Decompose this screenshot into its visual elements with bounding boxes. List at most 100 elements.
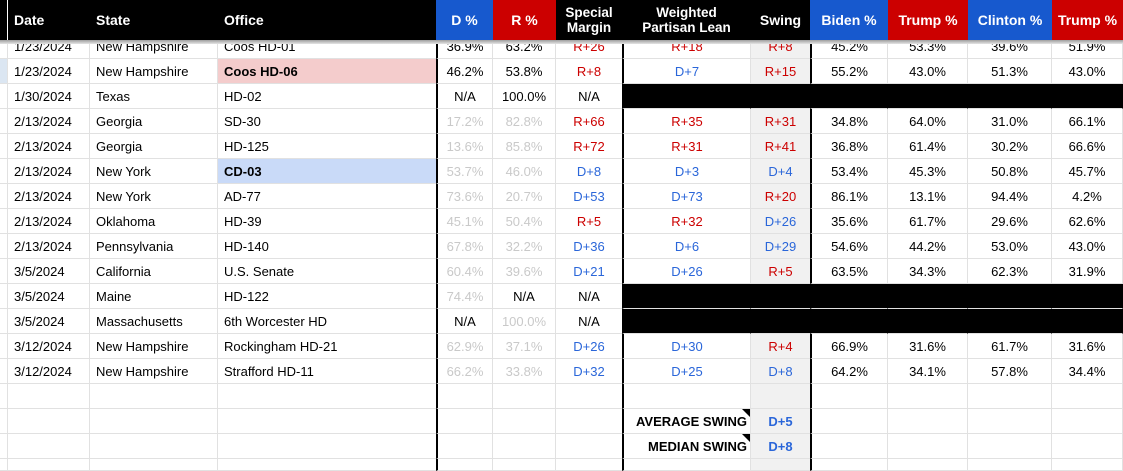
cell-trump2020-pct[interactable]: 13.1%: [888, 184, 968, 209]
cell-trump2016-pct[interactable]: [1052, 309, 1123, 334]
cell-r-pct[interactable]: 50.4%: [493, 209, 556, 234]
cell-trump2020-pct[interactable]: [888, 409, 968, 434]
cell-d-pct[interactable]: 66.2%: [436, 359, 493, 384]
header-cell-swing[interactable]: Swing: [751, 0, 810, 40]
cell-d-pct[interactable]: 45.1%: [436, 209, 493, 234]
cell-clinton-pct[interactable]: [968, 309, 1052, 334]
cell-biden-pct[interactable]: 63.5%: [810, 259, 888, 284]
cell-d-pct[interactable]: 67.8%: [436, 234, 493, 259]
cell-trump2016-pct[interactable]: [1052, 284, 1123, 309]
cell-biden-pct[interactable]: [810, 384, 888, 409]
cell-trump2020-pct[interactable]: 31.6%: [888, 334, 968, 359]
cell-r-pct[interactable]: 63.2%: [493, 44, 556, 59]
cell-trump2020-pct[interactable]: [888, 384, 968, 409]
cell-clinton-pct[interactable]: [968, 384, 1052, 409]
cell-clinton-pct[interactable]: 50.8%: [968, 159, 1052, 184]
header-cell-clinton-pct[interactable]: Clinton %: [968, 0, 1052, 40]
cell-special-margin[interactable]: R+5: [556, 209, 622, 234]
note-marker-icon[interactable]: [742, 409, 750, 417]
cell-partisan-lean[interactable]: D+6: [622, 234, 751, 259]
cell-state[interactable]: Texas: [90, 84, 218, 109]
cell-office[interactable]: CD-03: [218, 159, 436, 184]
cell-trump2016-pct[interactable]: 51.9%: [1052, 44, 1123, 59]
cell-swing[interactable]: R+31: [751, 109, 810, 134]
header-cell-d-pct[interactable]: D %: [436, 0, 493, 40]
header-cell-office[interactable]: Office: [218, 0, 436, 40]
cell-trump2020-pct[interactable]: [888, 84, 968, 109]
cell-partisan-lean[interactable]: [622, 459, 751, 471]
cell-r-pct[interactable]: 39.6%: [493, 259, 556, 284]
cell-biden-pct[interactable]: [810, 284, 888, 309]
row-margin-cell[interactable]: [0, 44, 8, 59]
cell-r-pct[interactable]: [493, 434, 556, 459]
cell-trump2016-pct[interactable]: 66.6%: [1052, 134, 1123, 159]
cell-biden-pct[interactable]: 36.8%: [810, 134, 888, 159]
cell-trump2020-pct[interactable]: 64.0%: [888, 109, 968, 134]
cell-special-margin[interactable]: R+8: [556, 59, 622, 84]
cell-partisan-lean[interactable]: D+3: [622, 159, 751, 184]
cell-special-margin[interactable]: [556, 434, 622, 459]
row-margin-cell[interactable]: [0, 284, 8, 309]
cell-state[interactable]: New Hampshire: [90, 334, 218, 359]
cell-biden-pct[interactable]: [810, 434, 888, 459]
cell-date[interactable]: 1/23/2024: [8, 59, 90, 84]
cell-biden-pct[interactable]: [810, 459, 888, 471]
cell-partisan-lean[interactable]: R+18: [622, 44, 751, 59]
cell-special-margin[interactable]: [556, 384, 622, 409]
row-margin-cell[interactable]: [0, 359, 8, 384]
cell-office[interactable]: Coos HD-01: [218, 44, 436, 59]
cell-date[interactable]: [8, 459, 90, 471]
cell-special-margin[interactable]: R+26: [556, 44, 622, 59]
cell-r-pct[interactable]: 33.8%: [493, 359, 556, 384]
cell-office[interactable]: AD-77: [218, 184, 436, 209]
cell-special-margin[interactable]: D+36: [556, 234, 622, 259]
row-margin-cell[interactable]: [0, 184, 8, 209]
cell-d-pct[interactable]: 62.9%: [436, 334, 493, 359]
row-margin-cell[interactable]: [0, 109, 8, 134]
cell-trump2016-pct[interactable]: 45.7%: [1052, 159, 1123, 184]
cell-biden-pct[interactable]: 55.2%: [810, 59, 888, 84]
cell-biden-pct[interactable]: 54.6%: [810, 234, 888, 259]
cell-swing[interactable]: R+15: [751, 59, 810, 84]
cell-special-margin[interactable]: D+21: [556, 259, 622, 284]
cell-swing[interactable]: [751, 384, 810, 409]
cell-d-pct[interactable]: 73.6%: [436, 184, 493, 209]
cell-clinton-pct[interactable]: 57.8%: [968, 359, 1052, 384]
cell-state[interactable]: Massachusetts: [90, 309, 218, 334]
cell-state[interactable]: Pennsylvania: [90, 234, 218, 259]
cell-clinton-pct[interactable]: 29.6%: [968, 209, 1052, 234]
cell-biden-pct[interactable]: [810, 84, 888, 109]
cell-date[interactable]: 2/13/2024: [8, 209, 90, 234]
cell-special-margin[interactable]: D+26: [556, 334, 622, 359]
cell-trump2020-pct[interactable]: [888, 459, 968, 471]
cell-swing[interactable]: R+41: [751, 134, 810, 159]
cell-state[interactable]: California: [90, 259, 218, 284]
cell-partisan-lean[interactable]: AVERAGE SWING: [622, 409, 751, 434]
cell-state[interactable]: Georgia: [90, 134, 218, 159]
cell-swing[interactable]: D+29: [751, 234, 810, 259]
cell-r-pct[interactable]: 100.0%: [493, 84, 556, 109]
cell-trump2016-pct[interactable]: [1052, 84, 1123, 109]
cell-date[interactable]: 2/13/2024: [8, 109, 90, 134]
cell-trump2016-pct[interactable]: [1052, 434, 1123, 459]
cell-special-margin[interactable]: D+32: [556, 359, 622, 384]
cell-trump2020-pct[interactable]: 44.2%: [888, 234, 968, 259]
cell-swing[interactable]: D+4: [751, 159, 810, 184]
cell-state[interactable]: [90, 384, 218, 409]
row-margin-cell[interactable]: [0, 84, 8, 109]
cell-state[interactable]: [90, 459, 218, 471]
cell-state[interactable]: [90, 409, 218, 434]
cell-partisan-lean[interactable]: R+35: [622, 109, 751, 134]
cell-state[interactable]: New York: [90, 184, 218, 209]
cell-clinton-pct[interactable]: [968, 284, 1052, 309]
cell-date[interactable]: [8, 409, 90, 434]
row-margin-cell[interactable]: [0, 234, 8, 259]
cell-r-pct[interactable]: [493, 459, 556, 471]
cell-r-pct[interactable]: [493, 409, 556, 434]
cell-trump2016-pct[interactable]: 43.0%: [1052, 59, 1123, 84]
cell-trump2016-pct[interactable]: 31.6%: [1052, 334, 1123, 359]
cell-swing[interactable]: R+8: [751, 44, 810, 59]
cell-d-pct[interactable]: 13.6%: [436, 134, 493, 159]
cell-biden-pct[interactable]: 45.2%: [810, 44, 888, 59]
cell-clinton-pct[interactable]: [968, 459, 1052, 471]
